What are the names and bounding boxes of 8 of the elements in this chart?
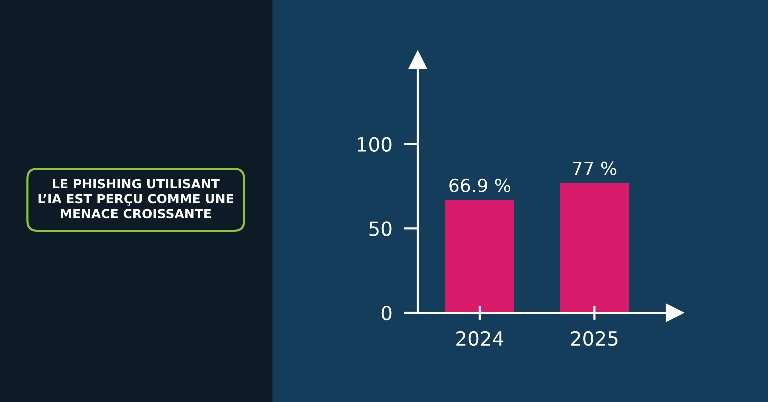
y-tick-label: 0 xyxy=(382,306,392,321)
data-label: 77 % xyxy=(573,162,617,176)
data-label: 66.9 % xyxy=(450,178,511,192)
x-tick-label: 2025 xyxy=(571,331,618,346)
x-tick-label: 2024 xyxy=(456,331,504,346)
y-tick-label: 100 xyxy=(358,137,392,152)
y-tick-label: 50 xyxy=(370,222,392,236)
text: LE PHISHING UTILISANT L’IA EST PERÇU COMME UNE MENACE CROISSANTE xyxy=(38,179,234,219)
